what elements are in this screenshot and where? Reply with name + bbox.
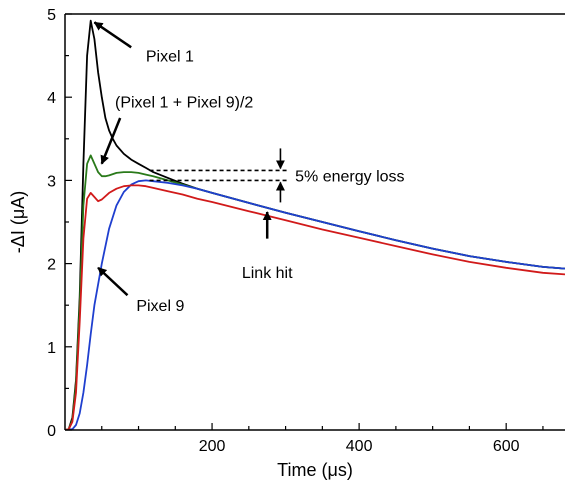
x-tick-label: 200 [199, 438, 226, 455]
y-tick-label: 5 [47, 7, 56, 24]
x-axis-title: Time (μs) [277, 460, 353, 480]
x-tick-label: 400 [346, 438, 373, 455]
annotation-arrow-pixel9 [97, 266, 129, 297]
y-tick-label: 4 [47, 90, 56, 107]
energy-loss-label: 5% energy loss [295, 168, 404, 185]
annotation-label-pixel9: Pixel 9 [136, 298, 184, 315]
annotations: Pixel 1 (Pixel 1 + Pixel 9)/2 Pixel 9 Link … [93, 21, 405, 315]
series-line-3 [65, 179, 565, 430]
annotation-arrow-avg [100, 117, 122, 165]
axes: 0 1 2 3 4 5 200 400 600 [47, 7, 565, 455]
series-group [65, 19, 565, 430]
y-tick-label: 2 [47, 257, 56, 274]
y-axis-title: -ΔI (μA) [8, 191, 28, 253]
x-tick-label: 600 [493, 438, 520, 455]
annotation-label-avg: (Pixel 1 + Pixel 9)/2 [115, 94, 253, 111]
series-line-4 [65, 184, 565, 430]
plot-area [65, 19, 565, 430]
series-line-1 [65, 19, 565, 430]
annotation-label-pixel1: Pixel 1 [146, 49, 194, 66]
y-tick-label: 1 [47, 340, 56, 357]
y-tick-label: 3 [47, 173, 56, 190]
y-tick-label: 0 [47, 423, 56, 440]
annotation-label-linkhit: Link hit [242, 265, 293, 282]
series-line-2 [65, 154, 565, 430]
annotation-arrow-pixel1 [93, 21, 132, 49]
